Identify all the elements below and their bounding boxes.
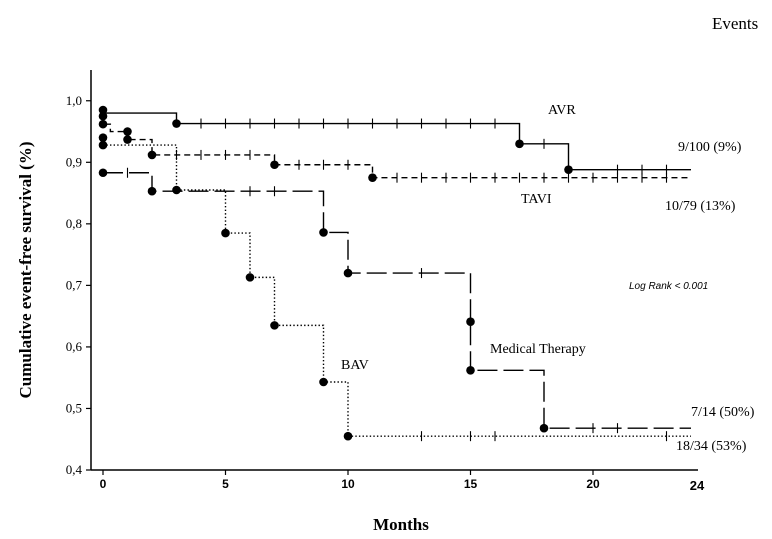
x-tick-label: 20 <box>586 477 600 491</box>
event-point-medical-therapy <box>147 186 157 196</box>
event-point-tavi <box>147 150 157 160</box>
x-axis-title: Months <box>373 515 429 534</box>
events-bav: 18/34 (53%) <box>676 439 747 454</box>
event-point-bav <box>270 321 279 330</box>
event-point-medical-therapy <box>466 366 475 375</box>
y-tick-label: 0,9 <box>66 154 82 169</box>
events-tavi: 10/79 (13%) <box>665 199 736 214</box>
series-label-tavi: TAVI <box>521 192 552 207</box>
y-tick-label: 0,6 <box>66 339 83 354</box>
event-point-bav <box>98 140 108 150</box>
series-label-bav: BAV <box>341 358 369 373</box>
event-point-medical-therapy <box>319 228 328 237</box>
events-avr: 9/100 (9%) <box>678 140 742 155</box>
event-point-tavi <box>98 119 108 129</box>
y-tick-label: 1,0 <box>66 93 82 108</box>
event-point-medical-therapy <box>466 317 475 326</box>
event-point-medical-therapy <box>98 168 108 178</box>
event-point-avr <box>564 165 573 174</box>
x-tick-label: 5 <box>222 477 229 491</box>
event-point-avr <box>98 105 108 115</box>
x-tick-label-end: 24 <box>690 478 705 493</box>
series-line-tavi <box>102 116 691 179</box>
series-line-medical-therapy <box>103 172 691 429</box>
event-point-bav <box>245 273 255 282</box>
event-point-tavi <box>123 135 132 144</box>
event-point-avr <box>515 139 524 149</box>
series-lines <box>102 109 691 437</box>
y-tick-label: 0,7 <box>66 277 83 292</box>
event-point-bav <box>319 377 328 387</box>
event-point-bav <box>98 133 108 142</box>
series-markers <box>98 105 668 442</box>
event-point-medical-therapy <box>343 268 353 278</box>
series-line-avr <box>102 109 691 171</box>
event-point-tavi <box>368 173 377 182</box>
axes: 0,4 0,5 0,6 0,7 0,8 0,9 1,0 0 5 10 15 20 24 <box>66 70 705 493</box>
series-label-medical-therapy: Medical Therapy <box>490 342 586 357</box>
x-tick-label: 10 <box>341 477 355 491</box>
y-tick-label: 0,5 <box>66 400 82 415</box>
event-point-tavi <box>98 111 108 121</box>
event-point-tavi <box>270 160 279 170</box>
y-tick-label: 0,8 <box>66 216 82 231</box>
y-tick-label: 0,4 <box>66 462 83 477</box>
log-rank-annotation: Log Rank < 0.001 <box>629 281 708 292</box>
events-medical-therapy: 7/14 (50%) <box>691 405 755 420</box>
y-axis-title: Cumulative event-free survival (%) <box>16 142 35 399</box>
event-point-bav <box>343 431 353 441</box>
series-label-avr: AVR <box>548 103 576 118</box>
event-point-bav <box>172 185 181 195</box>
event-point-bav <box>221 228 230 238</box>
event-point-medical-therapy <box>123 127 132 136</box>
x-tick-label: 15 <box>464 477 478 491</box>
events-header: Events <box>712 14 758 33</box>
event-point-avr <box>172 119 181 128</box>
x-tick-label: 0 <box>100 477 107 491</box>
event-point-medical-therapy <box>539 423 549 433</box>
